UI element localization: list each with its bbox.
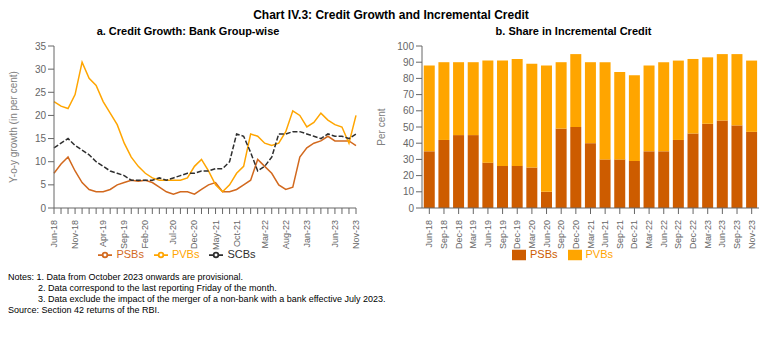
svg-text:0: 0 — [40, 203, 46, 214]
svg-text:Sep-18: Sep-18 — [439, 220, 449, 249]
svg-text:Jun-19: Jun-19 — [483, 220, 493, 248]
svg-text:Nov-23: Nov-23 — [747, 220, 757, 249]
html-text:Notes: 1. Data from October 20: Notes: 1. Data from October 2023 onwards… — [8, 272, 244, 282]
html-text:b. Share in Incremental Credit: b. Share in Incremental Credit — [495, 25, 652, 37]
svg-text:Sep-22: Sep-22 — [673, 220, 683, 249]
svg-text:Sep-21: Sep-21 — [615, 220, 625, 249]
html-text:PVBs: PVBs — [171, 248, 200, 260]
html-text:a. Credit Growth: Bank Group-w: a. Credit Growth: Bank Group-wise — [96, 25, 280, 37]
svg-text:Oct-21: Oct-21 — [232, 220, 242, 247]
svg-text:Aug-22: Aug-22 — [281, 220, 291, 249]
svg-text:Sep-20: Sep-20 — [556, 220, 566, 249]
svg-text:50: 50 — [403, 122, 415, 133]
svg-text:Jun-23: Jun-23 — [717, 220, 727, 248]
svg-text:Nov-23: Nov-23 — [351, 220, 361, 249]
svg-text:Sep-19: Sep-19 — [119, 220, 129, 249]
svg-text:Jun-23: Jun-23 — [330, 220, 340, 248]
svg-text:Jul-20: Jul-20 — [168, 220, 178, 245]
svg-text:0: 0 — [408, 203, 414, 214]
svg-text:Dec-20: Dec-20 — [189, 220, 199, 249]
svg-text:Jun-21: Jun-21 — [600, 220, 610, 248]
svg-text:60: 60 — [403, 105, 415, 116]
html-text:PSBs: PSBs — [116, 248, 144, 260]
svg-text:Feb-20: Feb-20 — [140, 220, 150, 249]
svg-text:25: 25 — [35, 87, 47, 98]
svg-text:Jun-18: Jun-18 — [424, 220, 434, 248]
svg-text:10: 10 — [403, 186, 415, 197]
svg-text:Mar-23: Mar-23 — [703, 220, 713, 249]
svg-text:35: 35 — [35, 41, 47, 52]
svg-text:30: 30 — [35, 64, 47, 75]
svg-text:Mar-19: Mar-19 — [468, 220, 478, 249]
svg-text:May-21: May-21 — [211, 220, 221, 250]
svg-text:Sep-19: Sep-19 — [498, 220, 508, 249]
svg-text:Jan-23: Jan-23 — [302, 220, 312, 248]
html-text:PSBs: PSBs — [530, 248, 558, 260]
svg-text:Dec-22: Dec-22 — [688, 220, 698, 249]
svg-text:Apr-19: Apr-19 — [98, 220, 108, 247]
svg-text:Dec-19: Dec-19 — [512, 220, 522, 249]
html-text:2. Data correspond to the last: 2. Data correspond to the last reporting… — [8, 283, 277, 293]
svg-text:20: 20 — [35, 110, 47, 121]
svg-text:Mar-21: Mar-21 — [586, 220, 596, 249]
svg-text:Y-o-y growth (in per cent): Y-o-y growth (in per cent) — [8, 71, 19, 183]
svg-text:30: 30 — [403, 154, 415, 165]
html-text:3. Data exclude the impact of: 3. Data exclude the impact of the merger… — [8, 294, 386, 304]
svg-text:Jun-22: Jun-22 — [659, 220, 669, 248]
html-text:Source: Section 42 returns of: Source: Section 42 returns of the RBI. — [8, 305, 160, 315]
svg-text:Mar-20: Mar-20 — [527, 220, 537, 249]
svg-text:40: 40 — [403, 138, 415, 149]
svg-text:70: 70 — [403, 89, 415, 100]
html-text:SCBs: SCBs — [227, 248, 256, 260]
svg-text:Mar-22: Mar-22 — [644, 220, 654, 249]
svg-text:Mar-22: Mar-22 — [260, 220, 270, 249]
svg-text:90: 90 — [403, 57, 415, 68]
svg-text:Dec-21: Dec-21 — [629, 220, 639, 249]
svg-text:100: 100 — [397, 41, 414, 52]
svg-text:Dec-18: Dec-18 — [454, 220, 464, 249]
svg-text:Jun-18: Jun-18 — [49, 220, 59, 248]
svg-text:5: 5 — [40, 179, 46, 190]
svg-text:Jun-20: Jun-20 — [542, 220, 552, 248]
svg-text:80: 80 — [403, 73, 415, 84]
svg-text:Nov-18: Nov-18 — [70, 220, 80, 249]
html-text:Chart IV.3: Credit Growth and: Chart IV.3: Credit Growth and Incrementa… — [253, 8, 529, 22]
svg-text:Dec-20: Dec-20 — [571, 220, 581, 249]
svg-text:Sep-23: Sep-23 — [732, 220, 742, 249]
svg-text:20: 20 — [403, 170, 415, 181]
svg-text:10: 10 — [35, 156, 47, 167]
html-text:PVBs: PVBs — [585, 248, 613, 260]
svg-text:15: 15 — [35, 133, 47, 144]
svg-text:Per cent: Per cent — [376, 108, 387, 145]
